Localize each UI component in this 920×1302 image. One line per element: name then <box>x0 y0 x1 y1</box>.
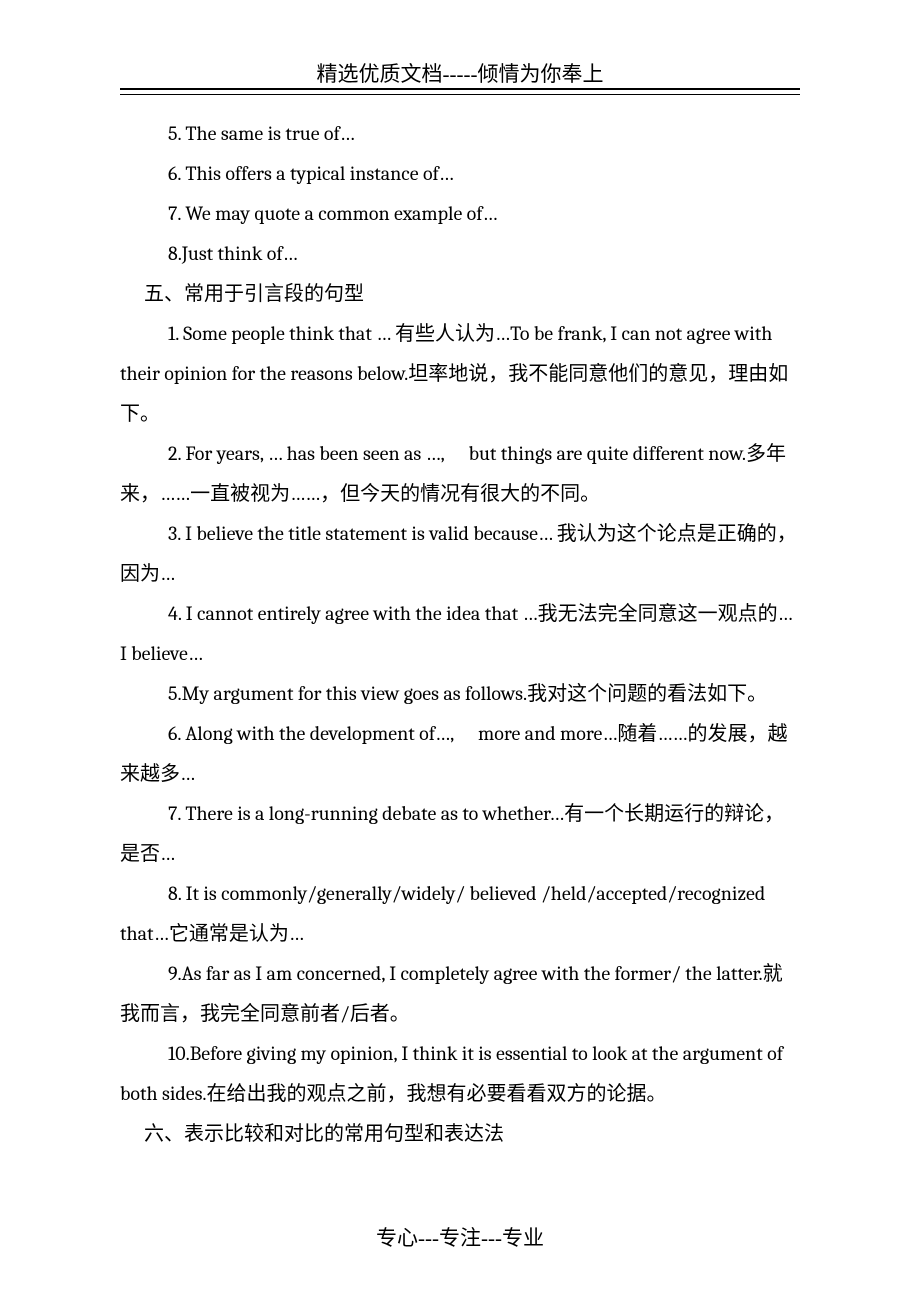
body-line: 6. Along with the development of…, more … <box>120 714 800 794</box>
body-line: 7. We may quote a common example of… <box>120 194 800 234</box>
section-heading-5: 五、常用于引言段的句型 <box>120 274 800 314</box>
body-line: 10.Before giving my opinion, I think it … <box>120 1034 800 1114</box>
document-body: 5. The same is true of… 6. This offers a… <box>120 114 800 1154</box>
page-footer: 专心---专注---专业 <box>0 1222 920 1252</box>
body-line: 4. I cannot entirely agree with the idea… <box>120 594 800 674</box>
body-line: 3. I believe the title statement is vali… <box>120 514 800 594</box>
body-line: 8. It is commonly/generally/widely/ beli… <box>120 874 800 954</box>
header-rule-inner <box>120 94 800 95</box>
body-line: 9.As far as I am concerned, I completely… <box>120 954 800 1034</box>
page-header: 精选优质文档-----倾情为你奉上 <box>0 58 920 88</box>
section-heading-6: 六、表示比较和对比的常用句型和表达法 <box>120 1114 800 1154</box>
body-line: 6. This offers a typical instance of… <box>120 154 800 194</box>
body-line: 1. Some people think that … 有些人认为…To be … <box>120 314 800 434</box>
document-page: 精选优质文档-----倾情为你奉上 5. The same is true of… <box>0 0 920 1302</box>
body-line: 5. The same is true of… <box>120 114 800 154</box>
body-line: 5.My argument for this view goes as foll… <box>120 674 800 714</box>
header-rule-outer <box>120 88 800 90</box>
body-line: 8.Just think of… <box>120 234 800 274</box>
body-line: 7. There is a long-running debate as to … <box>120 794 800 874</box>
body-line: 2. For years, … has been seen as …, but … <box>120 434 800 514</box>
